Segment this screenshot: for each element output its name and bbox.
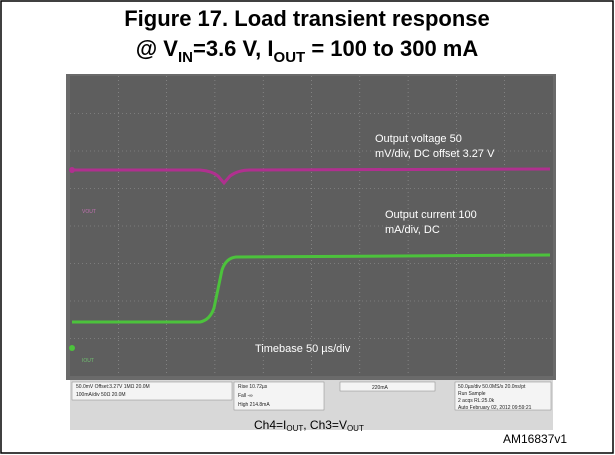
title-line1: Figure 17. Load transient response — [124, 6, 490, 31]
annotation: mV/div, DC offset 3.27 V — [375, 148, 495, 160]
title-sub: OUT — [274, 49, 306, 66]
vout-label: VOUT — [82, 209, 96, 215]
iout-trace — [72, 253, 551, 324]
status-box — [339, 381, 436, 392]
status-text: Run Sample — [458, 391, 486, 397]
status-box — [71, 381, 233, 401]
status-box — [454, 381, 552, 411]
annotation: Output current 100 — [385, 209, 477, 221]
caption-sub: OUT — [286, 424, 303, 433]
status-text: High 214.8mA — [238, 402, 270, 408]
title-part: =3.6 V, I — [193, 36, 274, 61]
ch3-marker — [69, 167, 75, 173]
annotation: Timebase 50 µs/div — [255, 343, 351, 355]
title-part: = 100 to 300 mA — [305, 36, 478, 61]
title-part: @ V — [136, 36, 179, 61]
status-text: 100mA/div 50Ω 20.0M — [76, 392, 126, 398]
figure-id: AM16837v1 — [503, 432, 567, 446]
caption-sub: OUT — [347, 424, 364, 433]
grid — [70, 76, 553, 376]
title-line2: @ VIN=3.6 V, IOUT = 100 to 300 mA — [136, 36, 479, 66]
status-text: 50.0µs/div 50.0MS/s 20.0ns/pt — [458, 384, 526, 390]
caption-part: Ch4=I — [254, 418, 286, 432]
status-text: Auto February 02, 2012 09:59:21 — [458, 405, 532, 411]
status-text: 2 acqs RL:25.0k — [458, 398, 495, 404]
caption-part: , Ch3=V — [303, 418, 347, 432]
annotation: Output voltage 50 — [375, 133, 462, 145]
title-sub: IN — [178, 49, 193, 66]
caption: Ch4=IOUT, Ch3=VOUT — [254, 418, 364, 433]
ch4-marker — [69, 345, 75, 351]
status-text: Rise 10.72µs — [238, 384, 268, 390]
vout-trace — [72, 167, 551, 186]
status-text: 220mA — [372, 385, 389, 391]
annotation: mA/div, DC — [385, 224, 440, 236]
status-box — [233, 381, 325, 411]
status-text: Fall -∞ — [238, 393, 253, 399]
iout-label: IOUT — [82, 358, 94, 364]
status-text: 50.0mV Offset:3.27V 1MΩ 20.0M — [76, 384, 150, 390]
